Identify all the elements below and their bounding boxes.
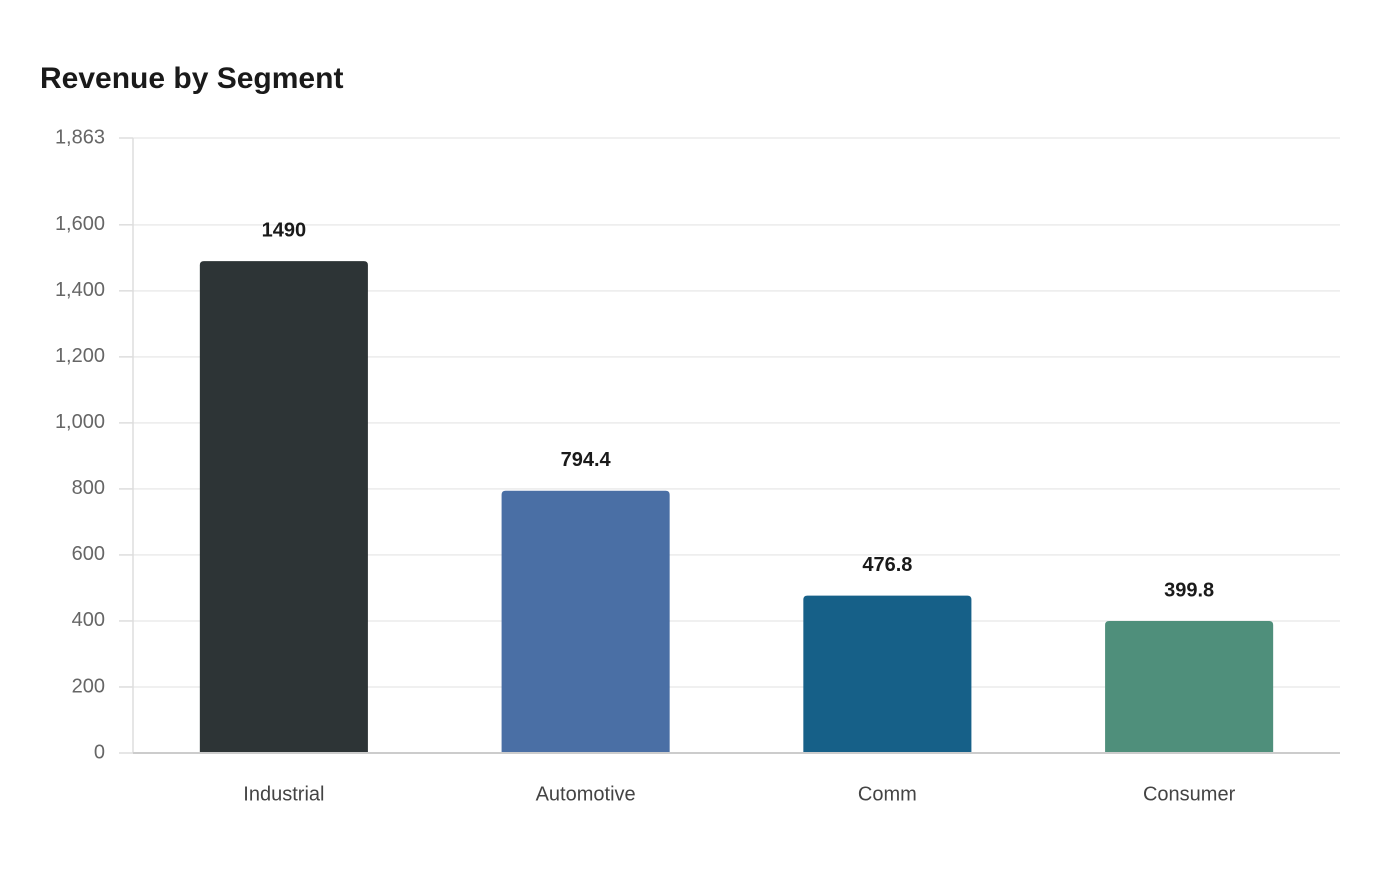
bar <box>199 261 368 753</box>
y-tick-label: 1,600 <box>55 213 105 235</box>
bar <box>803 595 972 753</box>
y-tick-label: 1,200 <box>55 345 105 367</box>
y-tick-label: 800 <box>72 477 105 499</box>
bar <box>1105 621 1274 753</box>
y-tick-label: 1,000 <box>55 411 105 433</box>
chart-title: Revenue by Segment <box>40 62 343 95</box>
x-tick-label: Consumer <box>1143 783 1236 805</box>
y-tick-label: 0 <box>94 741 105 763</box>
y-tick-label: 1,863 <box>55 126 105 148</box>
value-label: 399.8 <box>1164 579 1214 601</box>
y-tick-label: 600 <box>72 543 105 565</box>
y-tick-label: 1,400 <box>55 279 105 301</box>
y-tick-label: 200 <box>72 675 105 697</box>
x-tick-label: Automotive <box>536 783 636 805</box>
value-label: 476.8 <box>862 554 912 576</box>
value-label: 794.4 <box>561 449 612 471</box>
y-tick-label: 400 <box>72 609 105 631</box>
x-tick-label: Comm <box>858 783 917 805</box>
value-label: 1490 <box>262 219 307 241</box>
x-tick-label: Industrial <box>243 783 324 805</box>
bar <box>501 490 670 753</box>
